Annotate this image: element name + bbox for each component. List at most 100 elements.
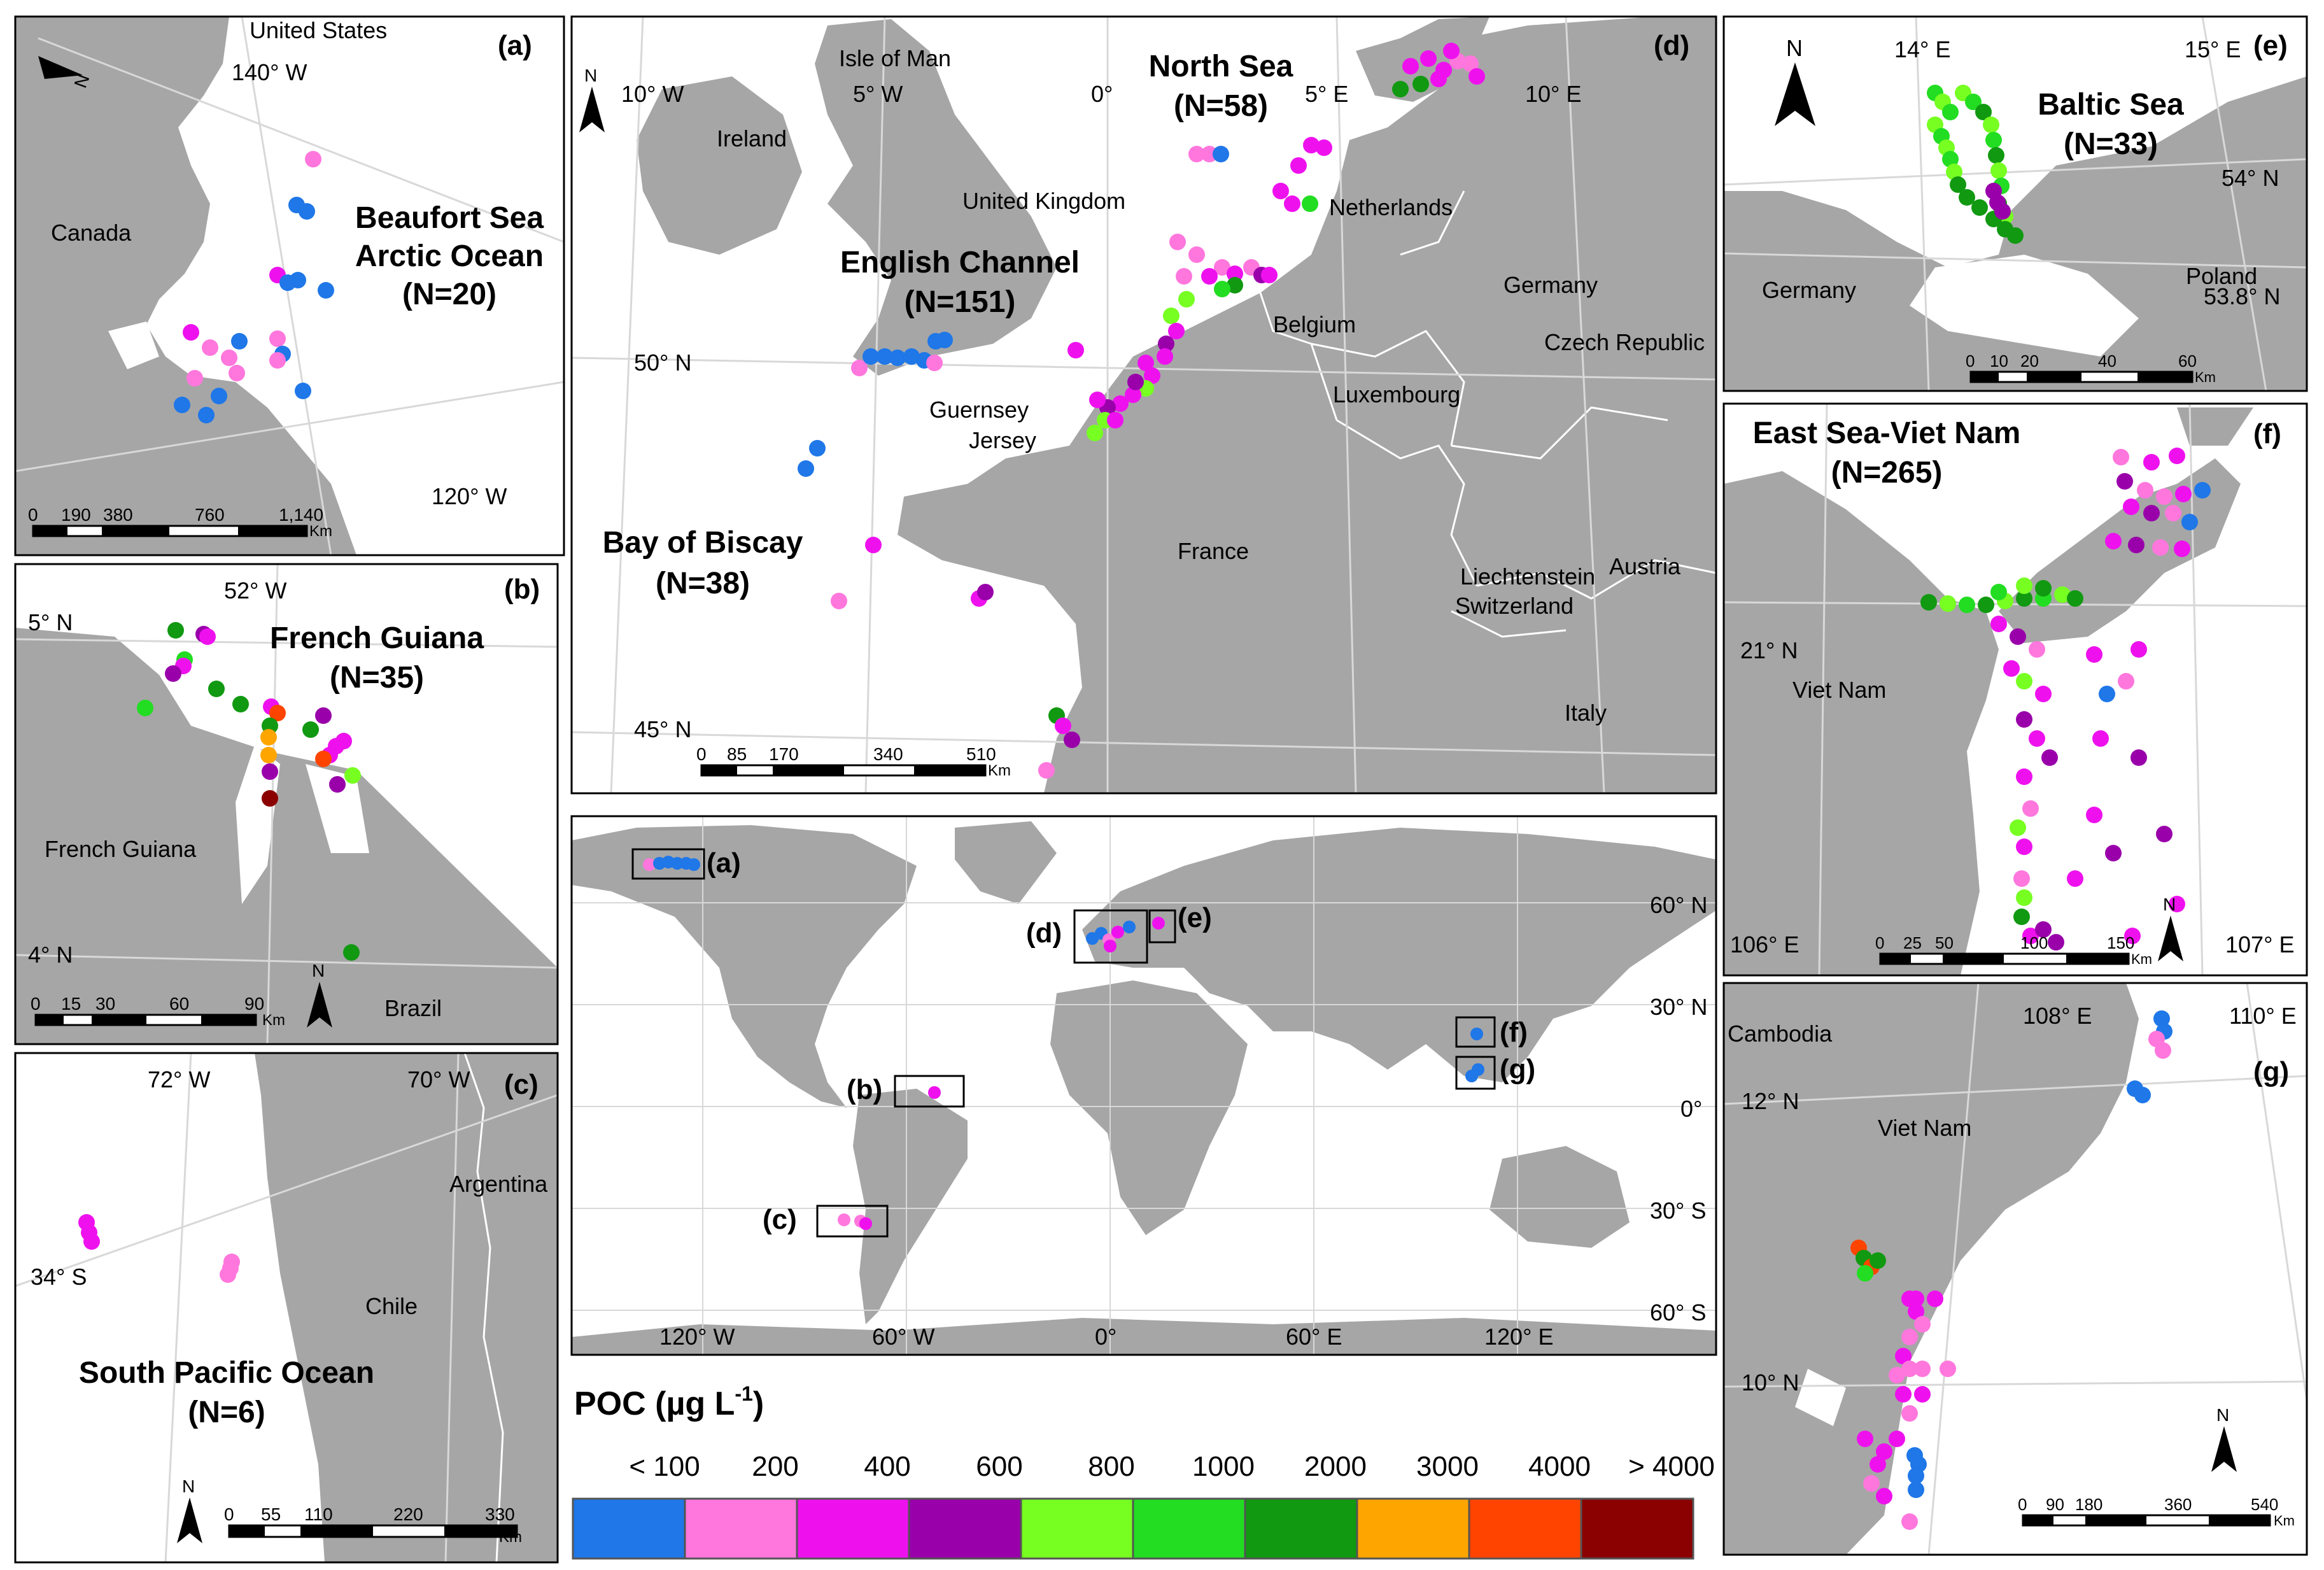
sample-point <box>1990 616 2007 632</box>
poc-legend: POC (µg L-1) < 100 200 400 600 800 1000 2000 30… <box>572 1382 1715 1560</box>
sample-point <box>1942 104 1959 120</box>
title-biscay-n: (N=38) <box>656 567 750 600</box>
place-liechtenstein: Liechtenstein <box>1460 563 1595 590</box>
sample-point <box>2013 870 2030 887</box>
legend-label-9: > 4000 <box>1628 1451 1715 1482</box>
sample-point <box>2175 486 2192 502</box>
svg-text:N: N <box>2163 895 2176 914</box>
sample-point <box>2016 838 2032 855</box>
sample-point <box>2086 807 2102 823</box>
grid-d-5w: 5° W <box>853 81 903 107</box>
sample-point <box>2118 673 2134 690</box>
scale-bar-a: 0 190 380 760 1,140 Km <box>28 505 332 540</box>
sample-point <box>2169 896 2185 912</box>
inset-label-e: (e) <box>1178 902 1212 933</box>
continent <box>898 17 1716 793</box>
sample-point <box>2029 730 2045 747</box>
panel-a-beaufort-sea: United States Canada 140° W 120° W (a) B… <box>14 15 565 556</box>
title-e-line2: (N=33) <box>2064 127 2158 161</box>
legend-swatch-6 <box>1244 1497 1358 1560</box>
legend-label-4: 800 <box>1088 1451 1134 1482</box>
grid-d-0: 0° <box>1091 81 1113 107</box>
north-arrow-c: N <box>177 1476 202 1543</box>
sample-point <box>2029 641 2045 658</box>
sample-point <box>1965 94 1982 110</box>
sample-point <box>1975 104 1992 120</box>
svg-text:90: 90 <box>2046 1495 2064 1514</box>
world-lat-30s: 30° S <box>1650 1198 1706 1224</box>
panel-c-tag: (c) <box>504 1069 539 1100</box>
grid-g-12n: 12° N <box>1742 1088 1799 1114</box>
grid-e-15e: 15° E <box>2185 36 2241 62</box>
place-france: France <box>1178 538 1249 564</box>
svg-text:55: 55 <box>261 1504 281 1524</box>
place-united-kingdom: United Kingdom <box>962 188 1125 214</box>
sample-point <box>1901 1405 1918 1422</box>
sample-point <box>2156 826 2173 842</box>
panel-d-western-europe: Isle of Man Ireland United Kingdom Nethe… <box>570 15 1717 795</box>
sample-point <box>1940 1361 1956 1377</box>
legend-swatch-7 <box>1356 1497 1470 1560</box>
sample-points-e <box>1927 85 2024 244</box>
svg-text:N: N <box>584 66 597 85</box>
title-f-line2: (N=265) <box>1831 456 1943 490</box>
scale-bar-f: 0 25 50 100 150 Km <box>1875 933 2152 967</box>
sample-point <box>1942 151 1959 167</box>
sample-points-c <box>78 1214 240 1283</box>
svg-text:Km: Km <box>499 1529 522 1546</box>
title-english-channel: English Channel <box>840 246 1080 279</box>
svg-text:540: 540 <box>2251 1495 2278 1514</box>
svg-text:N: N <box>182 1476 195 1496</box>
grid-c-70w: 70° W <box>407 1066 470 1093</box>
title-f-line1: East Sea-Viet Nam <box>1753 416 2021 450</box>
sample-point <box>2130 641 2147 658</box>
grid-g-108e: 108° E <box>2023 1003 2092 1029</box>
svg-text:0: 0 <box>31 994 41 1014</box>
sample-point <box>1950 176 1966 193</box>
panel-f-east-sea-viet-nam: East Sea-Viet Nam (N=265) (f) 21° N Viet… <box>1722 402 2308 977</box>
svg-text:50: 50 <box>1935 933 1954 952</box>
sample-point <box>1863 1475 1880 1492</box>
inset-label-f: (f) <box>1500 1017 1528 1048</box>
svg-text:10: 10 <box>1990 351 2008 371</box>
australia <box>1489 1146 1630 1248</box>
sample-point <box>2010 819 2026 836</box>
sample-point <box>2016 889 2032 906</box>
sample-point <box>2143 454 2160 470</box>
grid-d-45n: 45° N <box>634 716 691 742</box>
world-overview-map: (a) (b) (c) (d) (e) (f) (g) 120° W 60° W… <box>570 815 1717 1356</box>
place-viet-nam-f: Viet Nam <box>1792 677 1886 703</box>
sample-point <box>2086 646 2102 663</box>
world-points <box>643 856 1484 1230</box>
sample-point <box>2155 1042 2171 1059</box>
sample-point <box>1876 1443 1892 1460</box>
sample-point <box>2174 541 2190 557</box>
place-germany: Germany <box>1504 272 1598 298</box>
svg-text:20: 20 <box>2020 351 2039 371</box>
sample-point <box>2124 928 2141 944</box>
sample-point <box>1908 1482 1924 1498</box>
sample-point <box>2022 928 2039 944</box>
sample-point <box>1990 162 2007 179</box>
place-viet-nam-g: Viet Nam <box>1878 1115 1971 1141</box>
sample-point <box>2194 482 2211 499</box>
scale-bar-g: 0 90 180 360 540 Km <box>2018 1495 2295 1529</box>
place-french-guiana: French Guiana <box>45 836 197 862</box>
scale-bar-b: 0 15 30 60 90 Km <box>31 994 285 1029</box>
sample-point <box>1901 1513 1918 1530</box>
sample-point <box>2013 909 2030 925</box>
grid-g-10n: 10° N <box>1742 1369 1799 1396</box>
sample-point <box>1870 1252 1886 1269</box>
sample-point <box>1876 1488 1892 1504</box>
scale-bar-c: 0 55 110 220 330 Km <box>224 1504 522 1546</box>
sample-point <box>1914 1316 1931 1333</box>
place-switzerland: Switzerland <box>1455 593 1574 619</box>
inset-label-b: (b) <box>847 1074 882 1105</box>
svg-text:100: 100 <box>2020 933 2048 952</box>
panel-a-tag: (a) <box>498 30 532 61</box>
greenland <box>955 821 1057 904</box>
sample-points-d <box>798 43 1485 779</box>
sample-point <box>1978 597 1994 613</box>
sample-point <box>1895 1386 1912 1403</box>
